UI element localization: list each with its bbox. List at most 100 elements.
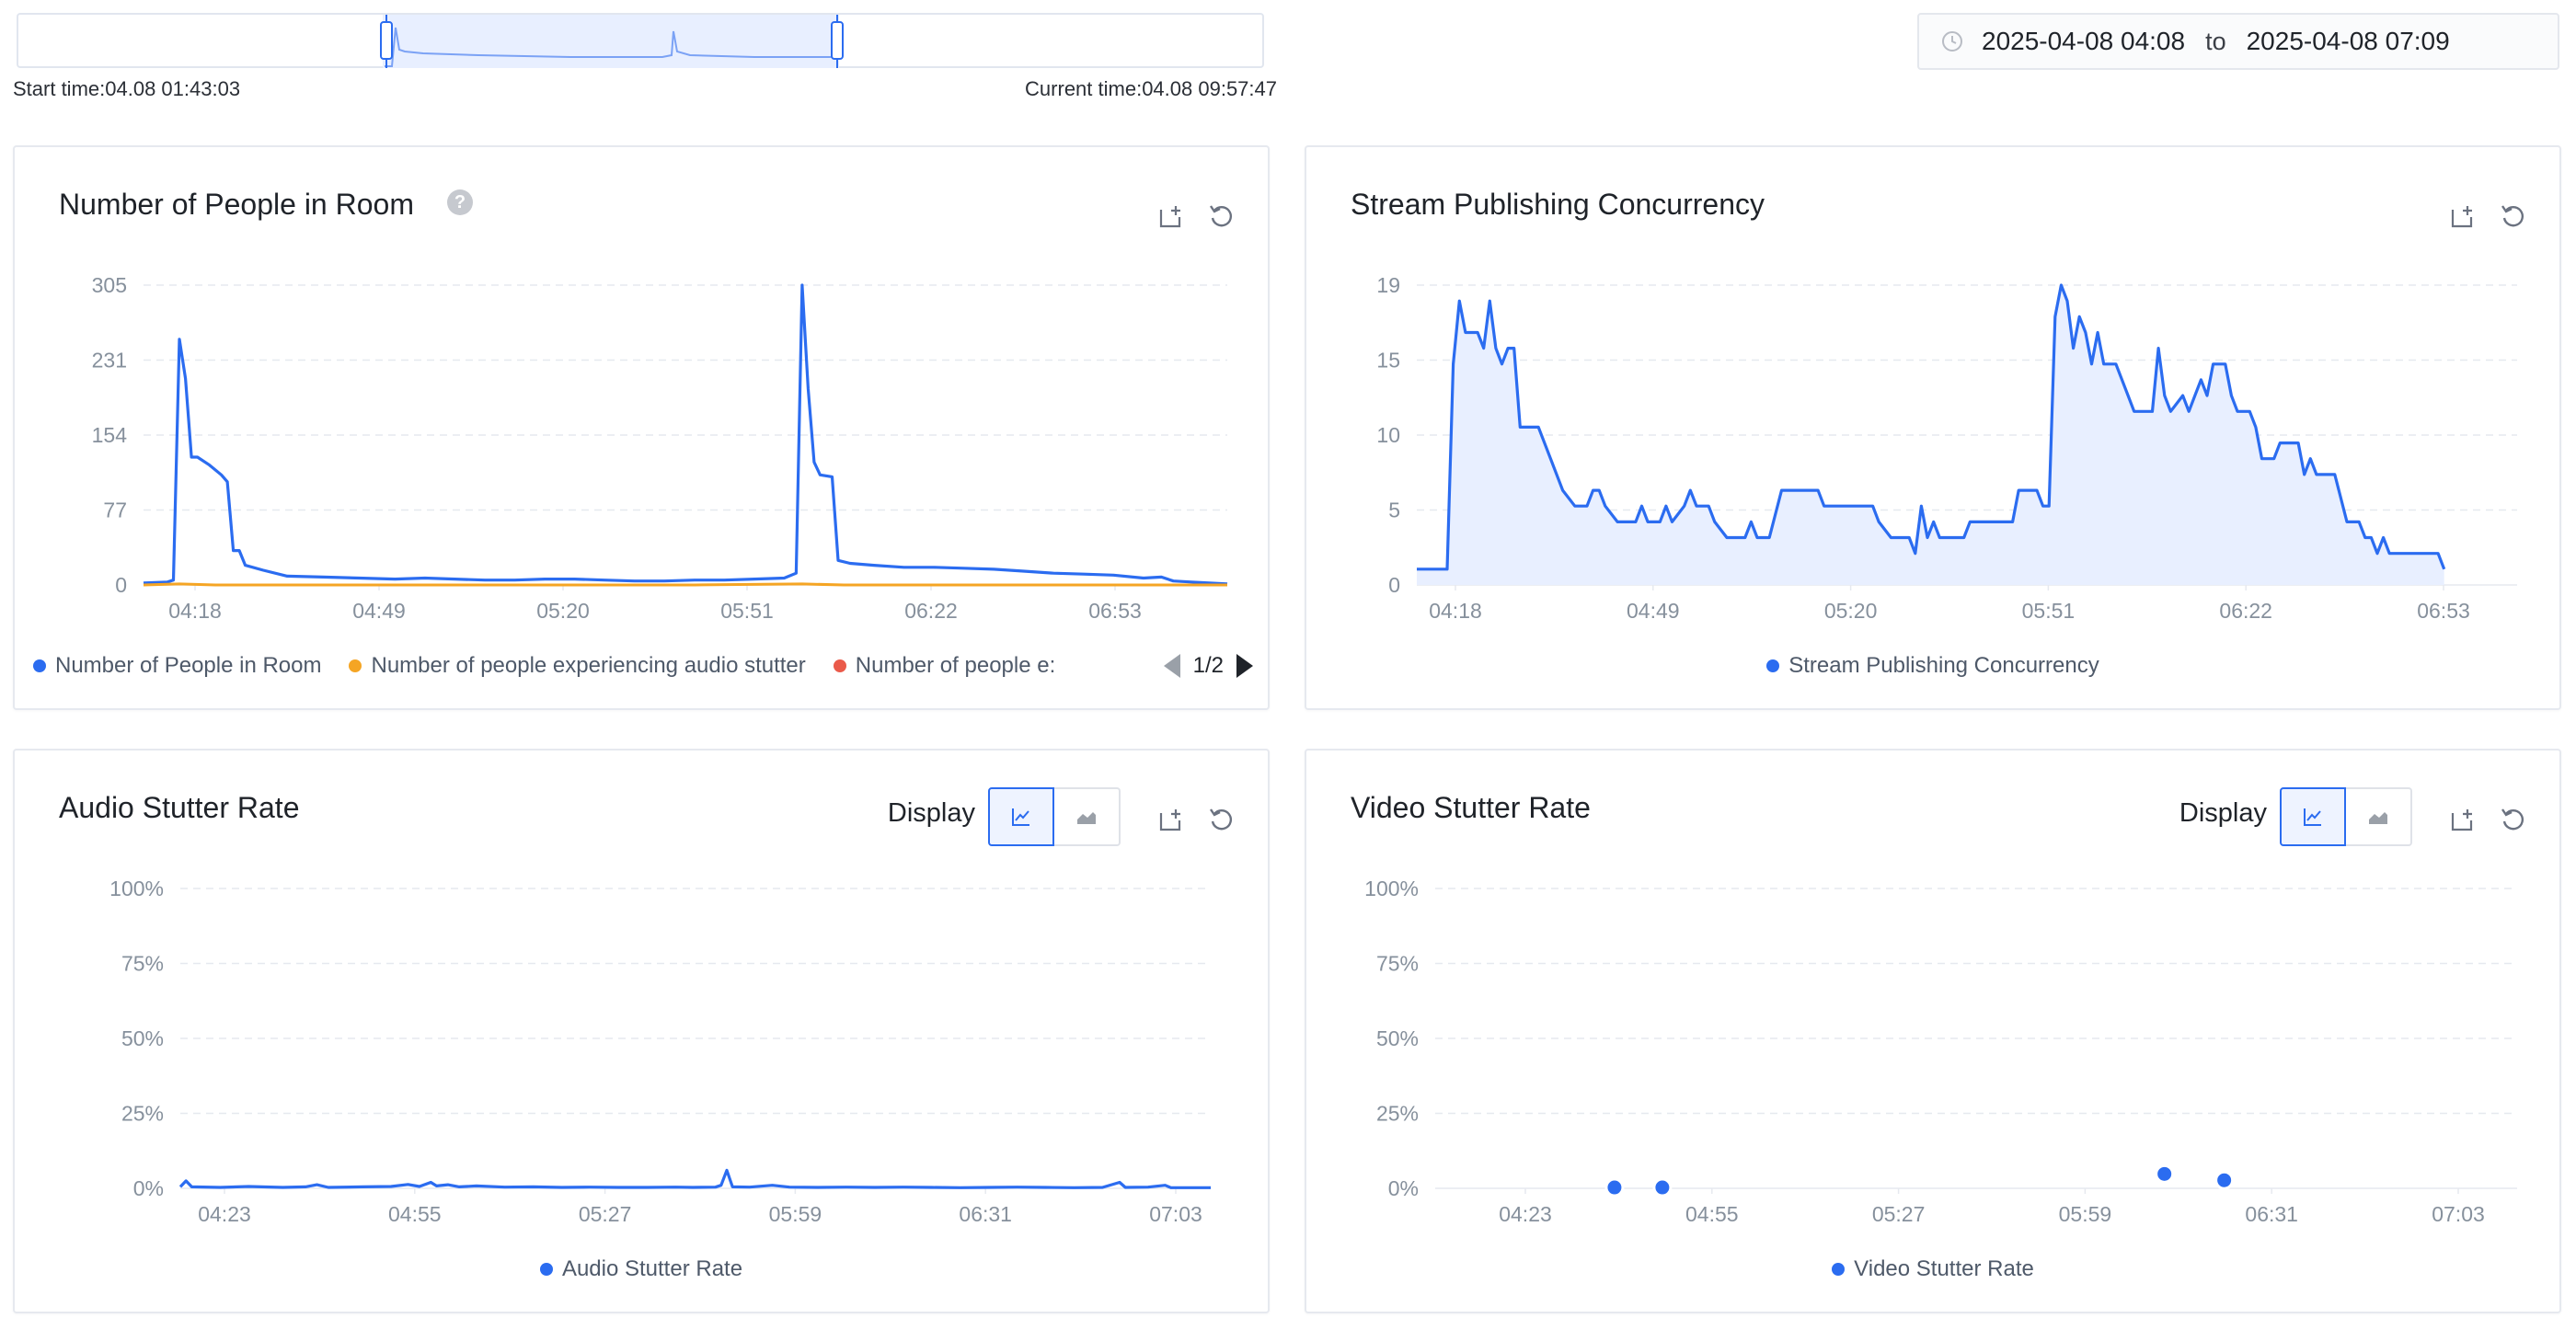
legend-dot <box>539 1263 553 1276</box>
legend-item[interactable]: Number of people e: <box>833 653 1056 679</box>
clock-icon <box>1942 31 1962 52</box>
legend-label: Number of people experiencing audio stut… <box>371 653 806 678</box>
timeline-handle-left[interactable] <box>380 21 393 60</box>
pager-next-icon[interactable] <box>1236 654 1253 678</box>
export-icon[interactable] <box>1157 202 1185 230</box>
scatter-point[interactable] <box>1604 1177 1625 1198</box>
display-label: Display <box>2179 798 2267 828</box>
series-line[interactable] <box>1417 283 2446 571</box>
timeline-overview-line <box>385 27 837 67</box>
y-tick-label: 50% <box>121 1026 164 1050</box>
video-chart: 0% 25% 50% 75% 100% 04:23 04:55 05:27 05:59 06:31… <box>1364 877 2517 1226</box>
series-line[interactable] <box>178 1168 1211 1189</box>
legend-pager: 1/2 <box>1152 653 1253 679</box>
scatter-point[interactable] <box>1652 1177 1673 1198</box>
current-time-label: Current time:04.08 09:57:47 <box>1025 77 1277 100</box>
legend-item[interactable]: Audio Stutter Rate <box>539 1256 743 1282</box>
panel-title: Video Stutter Rate <box>1351 791 1591 824</box>
export-icon[interactable] <box>1157 806 1185 833</box>
reset-icon[interactable] <box>2499 806 2526 833</box>
start-time-label: Start time:04.08 01:43:03 <box>13 77 241 100</box>
reset-icon[interactable] <box>2499 202 2526 230</box>
y-tick-label: 77 <box>103 499 127 522</box>
y-tick-label: 231 <box>92 349 127 372</box>
x-tick-label: 06:31 <box>2245 1202 2298 1226</box>
timeline-handle-right[interactable] <box>831 21 844 60</box>
panel-title: Number of People in Room <box>59 188 414 221</box>
legend-dot <box>1832 1263 1846 1276</box>
x-tick-label: 04:49 <box>352 599 406 623</box>
display-toggle <box>988 787 1121 846</box>
reset-icon[interactable] <box>1207 806 1235 833</box>
concurrency-legend: Stream Publishing Concurrency <box>1306 653 2559 679</box>
legend-item[interactable]: Stream Publishing Concurrency <box>1766 653 2099 679</box>
y-tick-label: 100% <box>1364 877 1419 900</box>
x-tick-label: 04:55 <box>388 1202 442 1226</box>
x-tick-label: 05:27 <box>579 1202 632 1226</box>
y-tick-label: 75% <box>1376 952 1419 976</box>
help-icon[interactable]: ? <box>447 189 473 215</box>
legend-label: Audio Stutter Rate <box>561 1256 743 1281</box>
y-tick-label: 25% <box>121 1102 164 1126</box>
legend-label: Number of people e: <box>855 653 1056 678</box>
audio-panel: Audio Stutter Rate Display 0% 25% 50% 75% 10… <box>13 749 1270 1313</box>
y-tick-label: 19 <box>1376 273 1400 297</box>
x-tick-label: 05:27 <box>1872 1202 1926 1226</box>
legend-label: Video Stutter Rate <box>1854 1256 2034 1281</box>
y-tick-label: 75% <box>121 952 164 976</box>
legend-dot <box>349 659 362 672</box>
x-tick-label: 06:53 <box>2417 599 2470 623</box>
x-tick-label: 06:22 <box>2219 599 2272 623</box>
export-icon[interactable] <box>2449 202 2477 230</box>
scatter-point[interactable] <box>2214 1170 2235 1190</box>
line-chart-icon <box>1012 808 1029 826</box>
display-toggle <box>2280 787 2412 846</box>
area-view-button[interactable] <box>2346 787 2412 846</box>
x-tick-label: 05:59 <box>769 1202 822 1226</box>
range-to-label: to <box>2205 27 2226 55</box>
reset-icon[interactable] <box>1207 202 1235 230</box>
area-chart-icon <box>2369 812 2387 824</box>
y-tick-label: 0% <box>1388 1176 1419 1200</box>
line-chart-icon <box>2304 808 2321 826</box>
people-legend: Number of People in Room Number of peopl… <box>15 653 1268 679</box>
scatter-point[interactable] <box>2155 1163 2175 1184</box>
y-tick-label: 0 <box>115 573 127 597</box>
x-tick-label: 06:53 <box>1088 599 1142 623</box>
people-panel: Number of People in Room ? 0 77 154 231 305 0… <box>13 145 1270 710</box>
range-end[interactable]: 2025-04-08 07:09 <box>2246 27 2450 55</box>
legend-item[interactable]: Number of people experiencing audio stut… <box>349 653 806 679</box>
y-tick-label: 100% <box>109 877 164 900</box>
y-tick-label: 154 <box>92 423 128 447</box>
series-line[interactable] <box>143 283 1228 586</box>
legend-label: Stream Publishing Concurrency <box>1788 653 2099 678</box>
date-range-picker[interactable]: 2025-04-08 04:08 to 2025-04-08 07:09 <box>1917 13 2559 70</box>
x-tick-label: 07:03 <box>2432 1202 2485 1226</box>
y-tick-label: 50% <box>1376 1026 1419 1050</box>
line-view-button[interactable] <box>988 787 1054 846</box>
x-tick-label: 04:55 <box>1685 1202 1739 1226</box>
series-area <box>1417 285 2444 585</box>
range-start[interactable]: 2025-04-08 04:08 <box>1982 27 2186 55</box>
legend-label: Number of People in Room <box>55 653 322 678</box>
audio-chart: 0% 25% 50% 75% 100% 04:23 04:55 05:27 05:59 06:31… <box>109 877 1211 1226</box>
concurrency-chart: 0 5 10 15 19 04:18 04:49 05:20 05:51 06:22 06:53 <box>1376 273 2517 623</box>
video-panel: Video Stutter Rate Display 0% 25% 50% 75% 10… <box>1305 749 2561 1313</box>
area-view-button[interactable] <box>1054 787 1121 846</box>
panel-title: Stream Publishing Concurrency <box>1351 188 1765 221</box>
legend-item[interactable]: Number of People in Room <box>33 653 321 679</box>
timeline-brush[interactable] <box>17 13 1264 68</box>
y-tick-label: 0% <box>133 1176 164 1200</box>
series-line[interactable] <box>143 582 1227 587</box>
pager-prev-icon[interactable] <box>1163 654 1180 678</box>
x-tick-label: 05:20 <box>536 599 590 623</box>
y-tick-label: 0 <box>1388 573 1400 597</box>
x-tick-label: 05:59 <box>2059 1202 2112 1226</box>
legend-item[interactable]: Video Stutter Rate <box>1832 1256 2034 1282</box>
export-icon[interactable] <box>2449 806 2477 833</box>
timeline-selection[interactable] <box>383 15 839 68</box>
x-tick-label: 06:31 <box>959 1202 1012 1226</box>
x-tick-label: 04:18 <box>168 599 222 623</box>
line-view-button[interactable] <box>2280 787 2346 846</box>
y-tick-label: 15 <box>1376 349 1400 372</box>
